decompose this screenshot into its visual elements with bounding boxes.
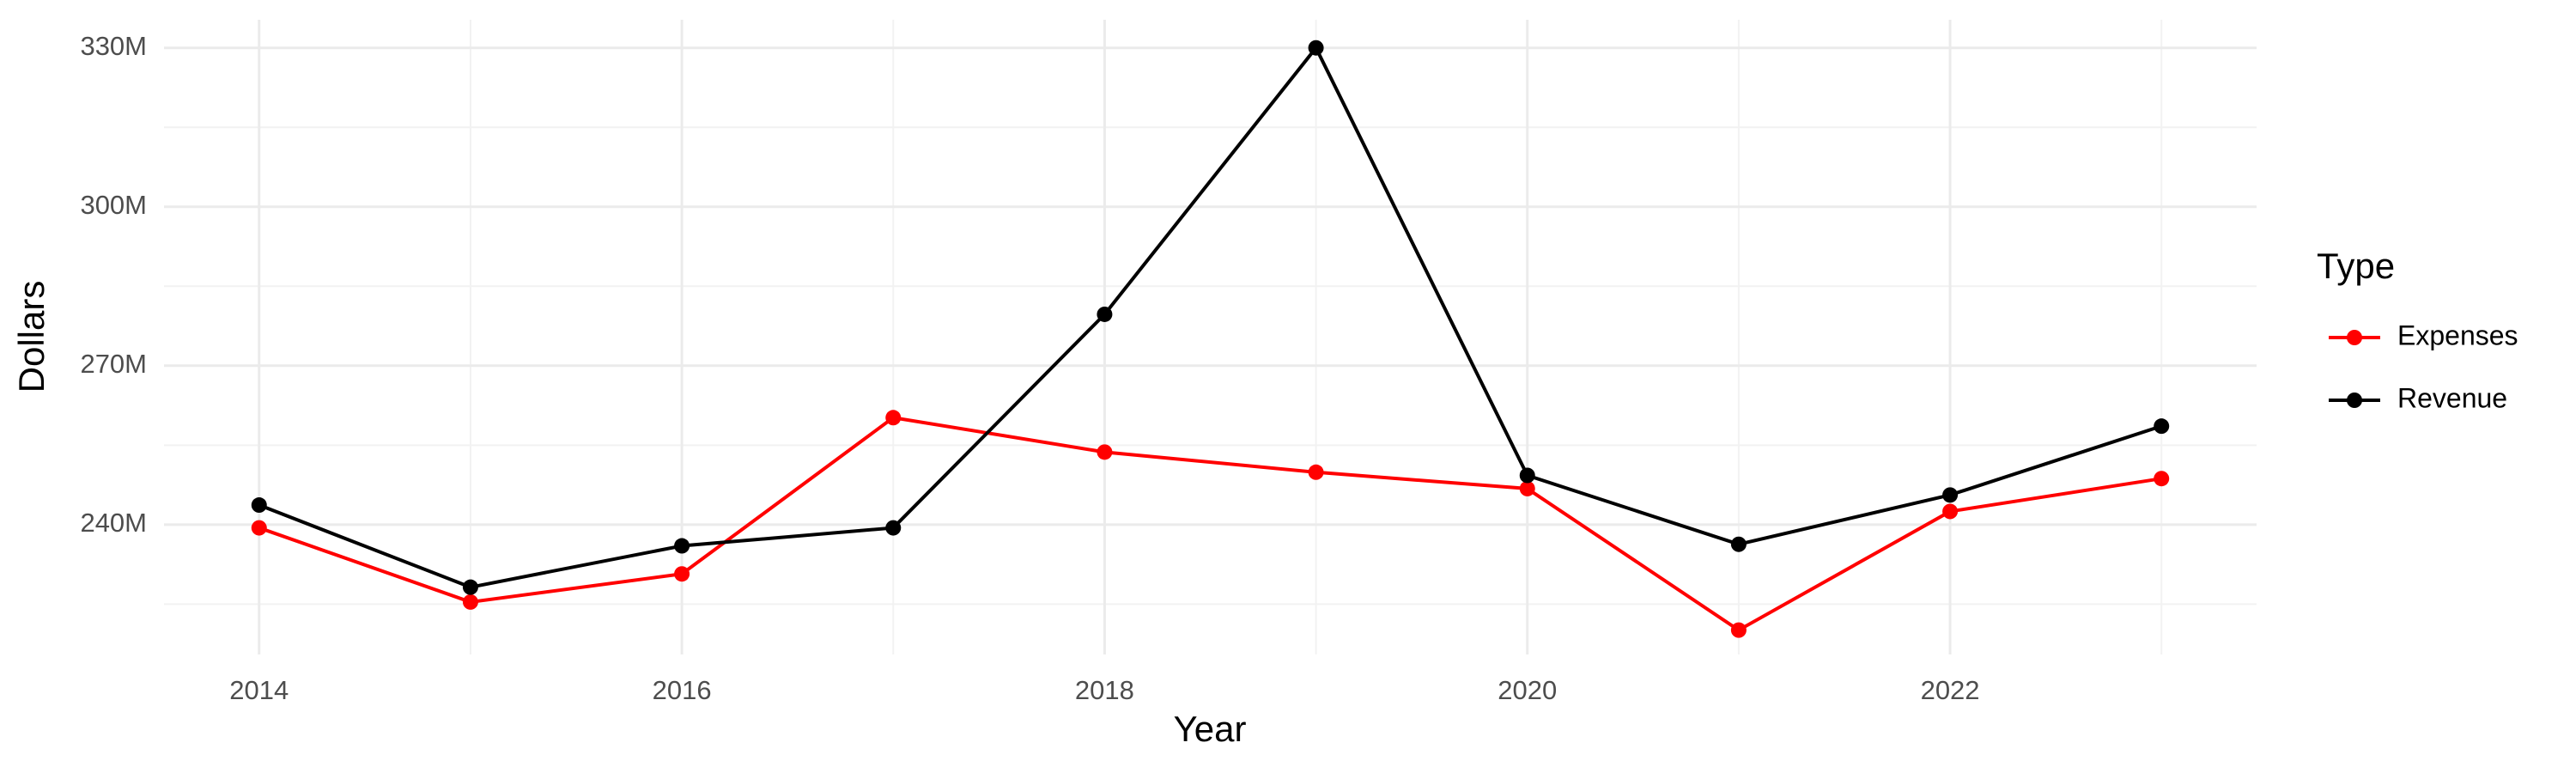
data-point [1730,622,1747,638]
data-point [462,579,478,595]
series-line [258,44,2162,589]
legend-label: Expenses [2397,320,2518,350]
legend-label: Revenue [2397,382,2507,413]
data-point [1308,464,1324,480]
data-point [1097,306,1113,322]
data-point [1730,536,1747,552]
x-tick-label: 2014 [229,675,289,705]
y-tick-label: 300M [80,190,147,220]
legend-key-point [2347,393,2362,408]
data-point [1942,503,1959,520]
data-point [462,593,478,610]
data-point [251,520,267,536]
x-tick-label: 2016 [653,675,712,705]
y-tick-label: 270M [80,349,147,379]
x-axis-title: Year [1174,709,1247,749]
legend: Expenses Revenue [2329,320,2518,413]
data-point [2154,471,2170,487]
x-tick-label: 2020 [1498,675,1557,705]
data-point [1308,40,1324,56]
legend-key-point [2347,330,2362,345]
x-tick-label: 2018 [1075,675,1134,705]
data-point [1519,480,1535,496]
y-axis-title: Dollars [11,281,52,393]
data-point [251,497,267,514]
y-tick-label: 330M [80,31,147,61]
data-point [1519,467,1535,484]
data-point [885,520,902,536]
x-tick-label: 2022 [1921,675,1980,705]
data-point [674,566,690,582]
series-line [258,416,2162,632]
data-point [1942,487,1959,503]
data-point [1097,444,1113,460]
data-point [2154,418,2170,435]
legend-title: Type [2317,246,2395,286]
y-tick-label: 240M [80,508,147,538]
data-point [885,410,902,426]
data-point [674,538,690,554]
